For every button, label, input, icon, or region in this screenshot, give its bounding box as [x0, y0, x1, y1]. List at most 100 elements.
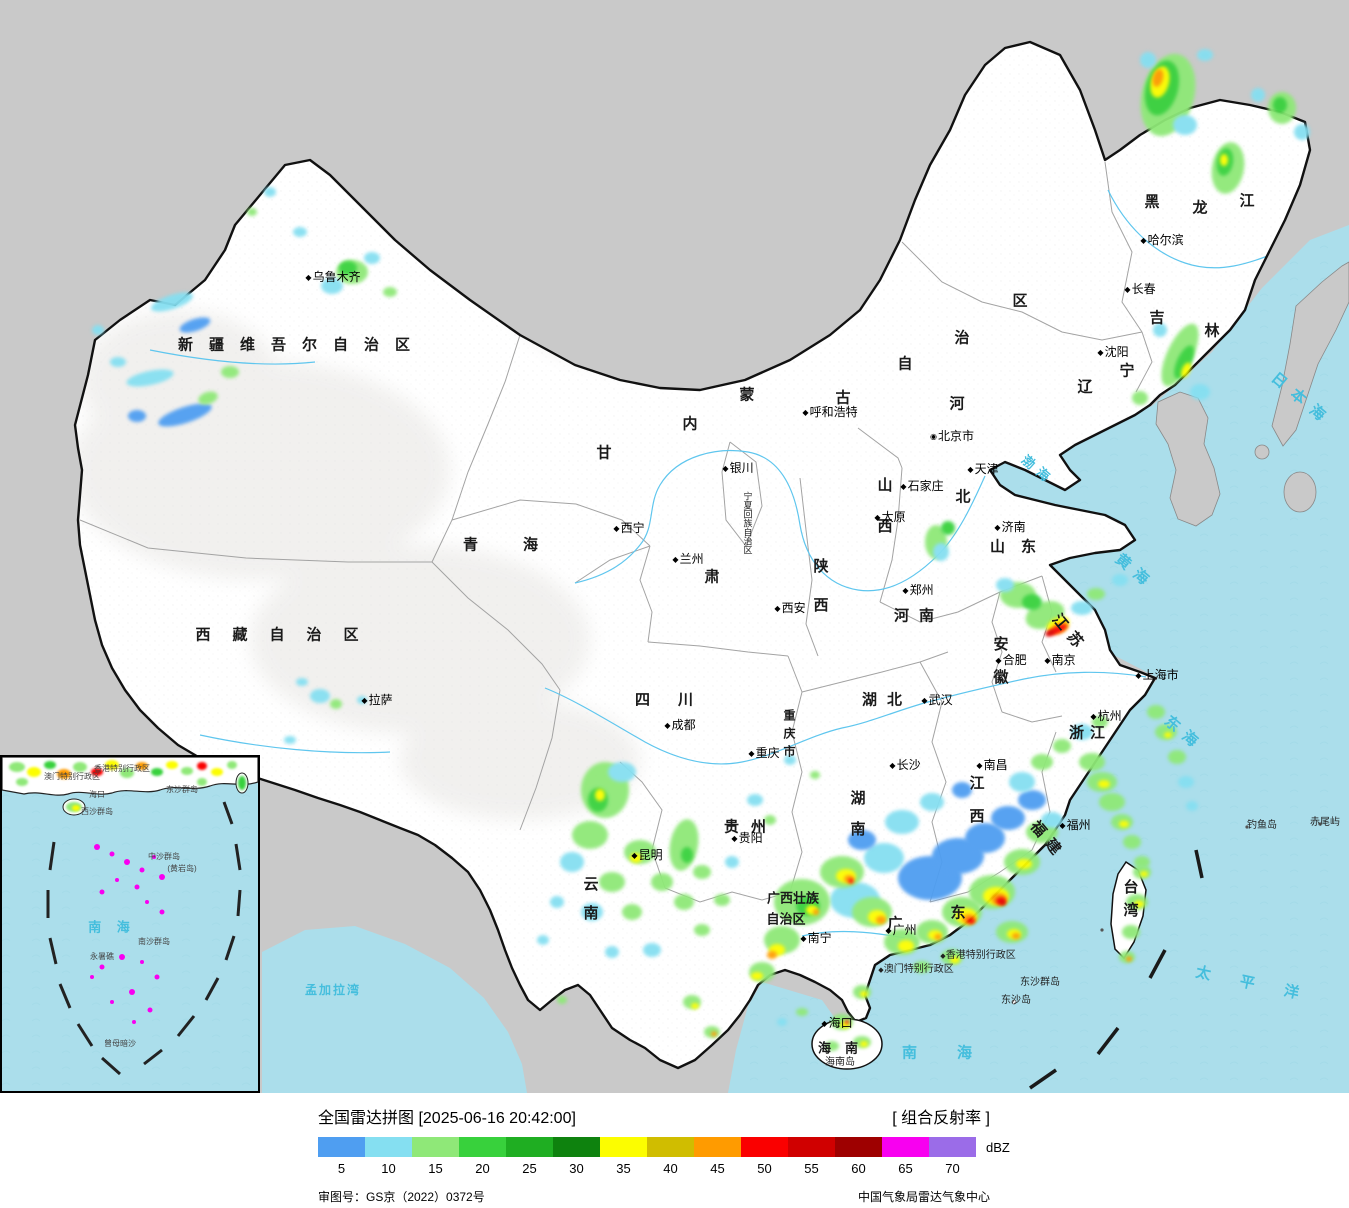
radar-echo [120, 768, 134, 778]
radar-echo [1173, 115, 1197, 135]
legend-unit: dBZ [986, 1139, 1010, 1155]
radar-echo [44, 761, 56, 769]
radar-echo [364, 252, 380, 264]
radar-echo [572, 821, 608, 849]
approval-number: 审图号：GS京（2022）0372号 [318, 1190, 485, 1204]
radar-echo [848, 878, 854, 884]
inset-svg [2, 757, 258, 1091]
radar-echo [704, 1026, 720, 1038]
radar-echo [767, 951, 777, 959]
radar-echo [991, 806, 1025, 830]
legend-colorbar: dBZ [318, 1137, 1010, 1157]
radar-echo [310, 689, 330, 703]
radar-echo [725, 856, 739, 868]
radar-interference-dot [154, 974, 160, 980]
legend-swatch [741, 1137, 788, 1157]
radar-echo [264, 187, 276, 197]
radar-echo [1016, 859, 1032, 869]
radar-echo [72, 805, 80, 811]
nine-dash-segment [143, 1048, 163, 1066]
radar-echo [181, 767, 193, 775]
radar-echo [1009, 772, 1035, 792]
radar-echo [1119, 820, 1129, 828]
radar-echo [383, 287, 397, 297]
radar-echo [950, 956, 960, 964]
radar-echo [1164, 732, 1172, 738]
radar-echo [179, 317, 211, 333]
radar-echo [764, 815, 776, 825]
radar-echo [848, 830, 876, 850]
product-label: [ 组合反射率 ] [892, 1110, 990, 1127]
radar-echo [1155, 724, 1177, 740]
radar-echo [1190, 384, 1210, 400]
radar-echo [1140, 871, 1148, 877]
radar-echo [158, 403, 212, 427]
radar-interference-dot [145, 900, 149, 904]
radar-echo [57, 769, 71, 779]
radar-echo [608, 762, 636, 782]
korea-peninsula [1155, 391, 1221, 527]
radar-echo [1132, 391, 1148, 405]
rivers [149, 189, 1279, 939]
radar-echo [643, 943, 661, 957]
radar-echo [845, 1020, 849, 1024]
radar-echo [694, 924, 710, 936]
radar-echo [1220, 154, 1228, 166]
radar-echo [321, 278, 343, 294]
radar-interference-dot [159, 874, 165, 880]
legend-swatch [459, 1137, 506, 1157]
radar-echo [934, 934, 942, 940]
radar-echo [296, 678, 308, 686]
legend-swatch [600, 1137, 647, 1157]
radar-echo [339, 261, 357, 275]
radar-echo [860, 1041, 868, 1047]
radar-echo [796, 1008, 808, 1016]
nine-dash-segment [1194, 849, 1204, 879]
nine-dash-segment [204, 977, 220, 1001]
radar-echo [691, 1003, 699, 1009]
radar-echo [751, 972, 763, 980]
radar-echo [1018, 790, 1046, 810]
radar-echo [9, 762, 25, 772]
radar-echo [595, 789, 605, 801]
radar-echo [581, 903, 603, 921]
nine-dash-segment [48, 841, 56, 871]
legend-swatches [318, 1137, 976, 1157]
radar-interference-dot [132, 1020, 136, 1024]
legend-value: 10 [381, 1161, 396, 1176]
inset-nine-dash [46, 801, 242, 1076]
radar-echo [898, 940, 914, 952]
nine-dash-segment [1096, 1026, 1120, 1056]
radar-echo [150, 292, 194, 312]
legend-swatch [318, 1137, 365, 1157]
legend-value: 15 [428, 1161, 443, 1176]
radar-echo [1098, 780, 1110, 788]
radar-echo [864, 843, 904, 873]
radar-echo [247, 208, 257, 216]
nine-dash-line [1029, 849, 1204, 1090]
nine-dash-segment [48, 937, 58, 965]
radar-echo [1092, 716, 1108, 728]
radar-echo [1181, 362, 1191, 378]
radar-echo [1071, 724, 1093, 740]
radar-echo [550, 896, 564, 908]
radar-echo [1152, 69, 1164, 87]
radar-echo [1251, 88, 1265, 102]
radar-echo [1122, 925, 1140, 939]
radar-echo [1178, 776, 1194, 788]
radar-echo [92, 325, 104, 335]
radar-echo [1134, 856, 1150, 868]
radar-echo [693, 865, 711, 879]
radar-interference-dot [99, 889, 105, 895]
radar-echo [197, 778, 207, 786]
legend-swatch [788, 1137, 835, 1157]
radar-interference-dot [90, 975, 94, 979]
radar-interference-dot [152, 855, 156, 859]
radar-echo [128, 410, 146, 422]
radar-echo [813, 909, 819, 915]
radar-echo [1168, 750, 1186, 764]
legend-swatch [882, 1137, 929, 1157]
radar-echo [1112, 574, 1128, 586]
base-map-svg [73, 40, 1349, 1093]
